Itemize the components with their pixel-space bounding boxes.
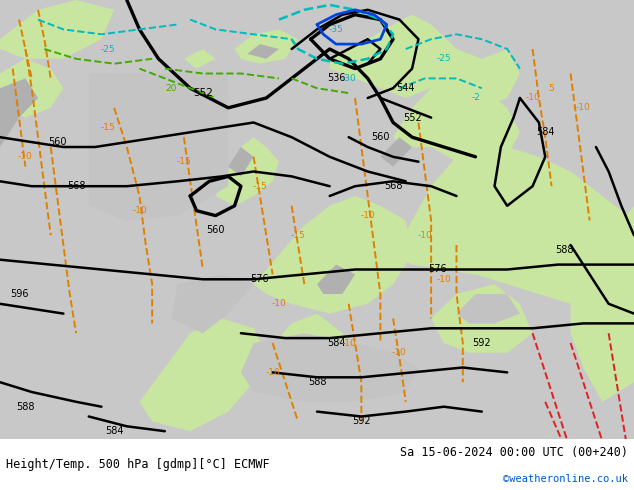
Text: -10: -10 (360, 211, 375, 220)
Text: -10: -10 (576, 103, 591, 112)
Text: 536: 536 (327, 74, 346, 83)
Polygon shape (184, 49, 216, 69)
Text: 568: 568 (384, 181, 403, 191)
Text: 544: 544 (396, 83, 415, 93)
Text: -10: -10 (265, 368, 280, 377)
Text: 596: 596 (10, 289, 29, 299)
Text: -10: -10 (525, 94, 540, 102)
Text: 20: 20 (165, 84, 177, 93)
Text: 592: 592 (472, 338, 491, 348)
Polygon shape (393, 137, 634, 318)
Text: -30: -30 (341, 74, 356, 83)
Text: -2: -2 (471, 94, 480, 102)
Text: -15: -15 (252, 182, 268, 191)
Text: ©weatheronline.co.uk: ©weatheronline.co.uk (503, 474, 628, 484)
Text: Height/Temp. 500 hPa [gdmp][°C] ECMWF: Height/Temp. 500 hPa [gdmp][°C] ECMWF (6, 458, 270, 471)
Bar (0, 439, 634, 490)
Polygon shape (247, 44, 279, 59)
Text: 576: 576 (250, 274, 269, 284)
Text: 596: 596 (365, 446, 384, 456)
Polygon shape (178, 456, 507, 490)
Polygon shape (393, 74, 520, 172)
Polygon shape (241, 333, 418, 402)
Text: -35: -35 (328, 25, 344, 34)
Text: 588: 588 (307, 377, 327, 387)
Polygon shape (254, 196, 412, 314)
Text: 568: 568 (67, 181, 86, 191)
Text: -25: -25 (436, 54, 451, 63)
Text: -15: -15 (100, 123, 115, 132)
Polygon shape (380, 137, 412, 167)
Text: 584: 584 (105, 426, 124, 436)
Polygon shape (317, 265, 355, 294)
Text: 560: 560 (371, 132, 390, 142)
Text: 588: 588 (16, 402, 35, 412)
Text: 592: 592 (352, 416, 371, 426)
Polygon shape (456, 294, 520, 323)
Text: -10: -10 (392, 348, 407, 357)
Text: -10: -10 (271, 299, 287, 308)
Text: Sa 15-06-2024 00:00 UTC (00+240): Sa 15-06-2024 00:00 UTC (00+240) (399, 446, 628, 460)
Polygon shape (571, 206, 634, 402)
Polygon shape (139, 318, 266, 431)
Polygon shape (0, 0, 114, 59)
Polygon shape (431, 284, 533, 353)
Text: -10: -10 (417, 231, 432, 240)
Text: -15: -15 (176, 157, 191, 166)
Text: -10: -10 (18, 152, 33, 161)
Text: -25: -25 (100, 45, 115, 53)
Text: 5: 5 (548, 84, 555, 93)
Text: -10: -10 (132, 206, 147, 215)
Polygon shape (89, 74, 228, 221)
Polygon shape (0, 78, 38, 147)
Polygon shape (266, 314, 355, 392)
Text: -15: -15 (290, 231, 306, 240)
Polygon shape (216, 137, 279, 206)
Text: -10: -10 (436, 275, 451, 284)
Text: -10: -10 (341, 339, 356, 347)
Text: 560: 560 (206, 225, 225, 235)
Text: 588: 588 (555, 245, 574, 255)
Polygon shape (235, 29, 298, 64)
Text: 576: 576 (428, 265, 447, 274)
Polygon shape (228, 147, 254, 176)
Text: 584: 584 (327, 338, 346, 348)
Text: 588: 588 (193, 441, 212, 451)
Text: 560: 560 (48, 137, 67, 147)
Polygon shape (0, 59, 63, 118)
Polygon shape (171, 274, 254, 333)
Polygon shape (330, 15, 520, 108)
Text: 584: 584 (536, 127, 555, 137)
Text: 552: 552 (193, 88, 213, 98)
Text: 552: 552 (403, 113, 422, 122)
